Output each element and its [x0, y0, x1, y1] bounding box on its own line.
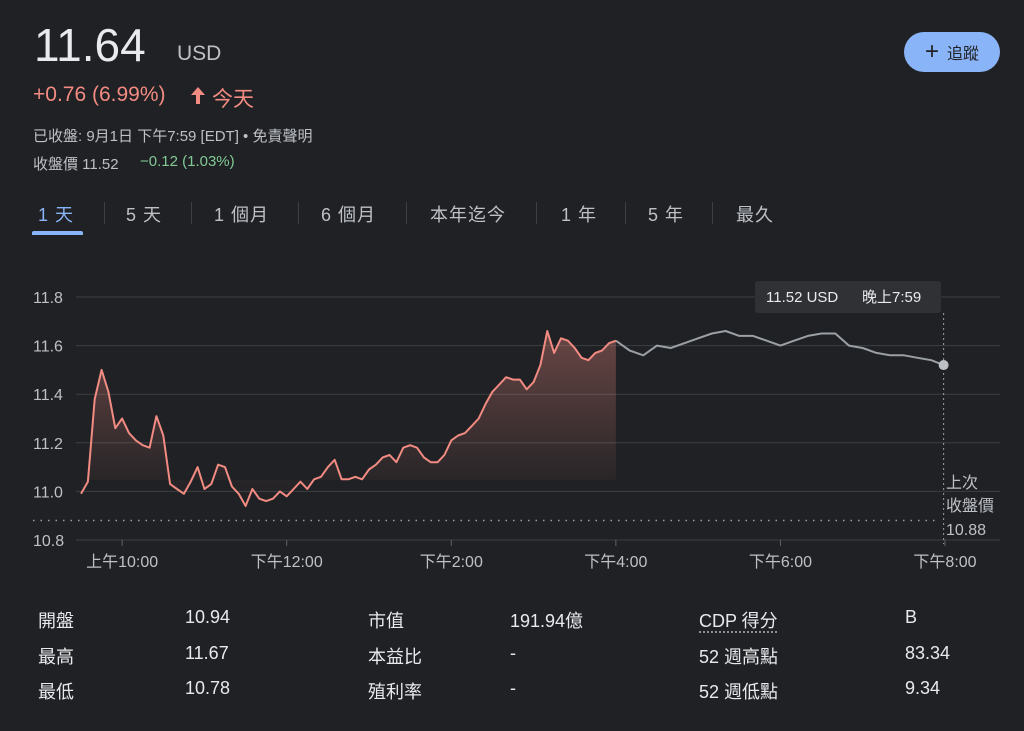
- stat-value: 9.34: [905, 678, 941, 698]
- x-tick-label: 上午10:00: [86, 553, 158, 571]
- market-status: 已收盤: 9月1日 下午7:59 [EDT] • 免責聲明: [33, 128, 313, 145]
- x-tick-label: 下午2:00: [420, 553, 483, 571]
- close-change: −0.12 (1.03%): [140, 153, 235, 170]
- stat-label: 市值: [368, 611, 404, 631]
- y-tick-label: 11.8: [33, 290, 63, 307]
- stat-label: 最高: [38, 647, 74, 667]
- y-tick-label: 11.2: [33, 436, 63, 453]
- tab-separator: [712, 202, 713, 224]
- x-tick-label: 下午8:00: [913, 553, 976, 571]
- tab-separator: [406, 202, 407, 224]
- range-tab[interactable]: 1 天: [38, 205, 75, 225]
- tooltip-time: 晚上7:59: [862, 289, 921, 306]
- range-tab[interactable]: 1 年: [561, 205, 598, 225]
- stat-label: 開盤: [38, 611, 74, 631]
- stat-label: CDP 得分: [699, 611, 778, 631]
- range-tab[interactable]: 5 天: [126, 205, 163, 225]
- range-tab[interactable]: 6 個月: [321, 205, 377, 225]
- tab-separator: [536, 202, 537, 224]
- previous-close-label: 收盤價: [946, 497, 994, 515]
- plus-icon: +: [924, 38, 939, 65]
- x-tick-label: 下午12:00: [251, 553, 323, 571]
- stat-label: 本益比: [368, 647, 422, 667]
- range-tab[interactable]: 最久: [736, 205, 774, 225]
- period: 今天: [212, 88, 254, 111]
- stat-label: 52 週高點: [699, 647, 779, 667]
- close-price: 收盤價 11.52: [33, 156, 119, 173]
- tab-separator: [104, 202, 105, 224]
- tab-separator: [191, 202, 192, 224]
- stat-value: 83.34: [905, 643, 951, 663]
- tooltip-price: 11.52 USD: [766, 289, 838, 306]
- up-arrow: [191, 87, 205, 104]
- tooltip-box: [755, 281, 941, 313]
- tab-separator: [625, 202, 626, 224]
- range-tab[interactable]: 1 個月: [214, 205, 270, 225]
- follow-label: 追蹤: [947, 46, 980, 63]
- stat-label: 52 週低點: [699, 682, 779, 702]
- y-tick-label: 11.6: [33, 339, 63, 356]
- x-tick-label: 下午6:00: [749, 553, 812, 571]
- stat-value: B: [905, 607, 918, 627]
- previous-close-value: 10.88: [946, 522, 986, 539]
- x-tick-label: 下午4:00: [584, 553, 647, 571]
- tab-separator: [298, 202, 299, 224]
- y-tick-label: 11.4: [33, 387, 63, 404]
- area-fill: [81, 331, 616, 506]
- range-tab[interactable]: 本年迄今: [430, 205, 506, 225]
- change: +0.76 (6.99%): [33, 83, 166, 106]
- range-tab[interactable]: 5 年: [648, 205, 685, 225]
- chart: 10.8 11.0 11.2 11.4 11.6 11.8 上午10:00 下午12:00 下午…: [33, 281, 1000, 571]
- stat-label: 最低: [38, 682, 74, 702]
- price-line: [615, 330, 944, 366]
- follow-button[interactable]: + 追蹤: [904, 32, 1000, 72]
- y-tick-label: 11.0: [33, 484, 63, 501]
- stat-value: 11.67: [185, 643, 229, 663]
- price-line: [80, 330, 617, 507]
- stat-value: 191.94億: [510, 611, 584, 631]
- last-point: [938, 360, 949, 371]
- price: 11.64: [34, 19, 146, 71]
- y-tick-label: 10.8: [33, 533, 64, 550]
- stat-value: -: [510, 678, 516, 698]
- previous-close-label: 上次: [946, 474, 978, 492]
- stat-label: 殖利率: [368, 682, 422, 702]
- stat-value: 10.78: [185, 678, 231, 698]
- currency: USD: [177, 42, 222, 65]
- active-tab-indicator: [32, 231, 83, 235]
- stat-value: 10.94: [185, 607, 231, 627]
- stat-value: -: [510, 643, 516, 663]
